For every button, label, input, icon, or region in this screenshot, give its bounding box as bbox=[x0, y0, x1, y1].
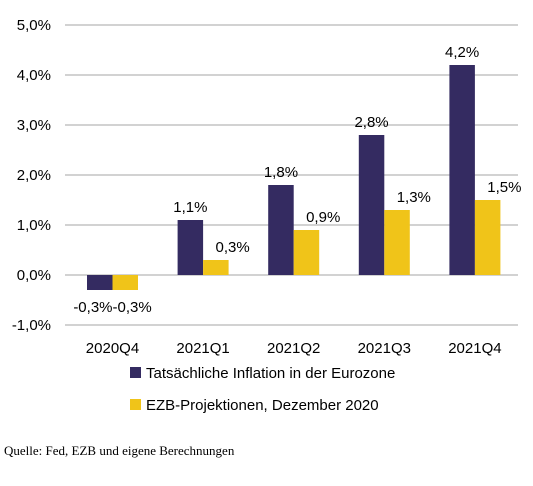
data-label: 1,8% bbox=[264, 164, 298, 181]
bar-actual-2021Q4 bbox=[449, 65, 475, 275]
bar-projection-2021Q2 bbox=[293, 230, 320, 275]
data-label: 1,1% bbox=[173, 199, 207, 216]
bar-projection-2021Q1 bbox=[203, 260, 229, 275]
legend-swatch bbox=[130, 399, 141, 410]
x-axis-categories: 2020Q4 2021Q1 2021Q2 2021Q3 2021Q4 bbox=[86, 340, 502, 357]
legend-swatch bbox=[130, 367, 141, 378]
y-tick-label: 4,0% bbox=[17, 67, 51, 84]
legend-label: EZB-Projektionen, Dezember 2020 bbox=[146, 397, 379, 414]
data-labels: -0,3% -0,3% 1,1% 0,3% 1,8% 0,9% 2,8% 1,3% 4,2% 1,… bbox=[73, 44, 521, 316]
bar-projection-2021Q4 bbox=[474, 200, 501, 275]
bars bbox=[87, 65, 501, 290]
bar-projection-2021Q3 bbox=[384, 210, 410, 275]
data-label: 0,9% bbox=[306, 209, 340, 226]
data-label: -0,3% bbox=[73, 299, 112, 316]
source-note: Quelle: Fed, EZB und eigene Berechnungen bbox=[4, 443, 235, 458]
x-category-label: 2020Q4 bbox=[86, 340, 139, 357]
data-label: 1,3% bbox=[397, 189, 431, 206]
y-tick-label: -1,0% bbox=[12, 317, 51, 334]
legend: Tatsächliche Inflation in der Eurozone EZ… bbox=[130, 365, 395, 414]
data-label: 2,8% bbox=[354, 114, 388, 131]
x-category-label: 2021Q3 bbox=[358, 340, 411, 357]
bar-actual-2021Q2 bbox=[268, 185, 294, 275]
y-tick-label: 0,0% bbox=[17, 267, 51, 284]
data-label: 0,3% bbox=[215, 239, 249, 256]
y-tick-label: 2,0% bbox=[17, 167, 51, 184]
y-tick-label: 3,0% bbox=[17, 117, 51, 134]
x-category-label: 2021Q4 bbox=[448, 340, 501, 357]
bar-projection-2020Q4 bbox=[112, 275, 138, 290]
bar-actual-2021Q1 bbox=[177, 220, 204, 275]
y-tick-label: 1,0% bbox=[17, 217, 51, 234]
data-label: 4,2% bbox=[445, 44, 479, 61]
bar-actual-2021Q3 bbox=[358, 135, 385, 275]
x-category-label: 2021Q1 bbox=[176, 340, 229, 357]
y-axis-ticks: 5,0% 4,0% 3,0% 2,0% 1,0% 0,0% -1,0% bbox=[12, 17, 51, 334]
data-label: 1,5% bbox=[487, 179, 521, 196]
x-category-label: 2021Q2 bbox=[267, 340, 320, 357]
y-tick-label: 5,0% bbox=[17, 17, 51, 34]
data-label: -0,3% bbox=[113, 299, 152, 316]
bar-actual-2020Q4 bbox=[87, 275, 113, 290]
legend-label: Tatsächliche Inflation in der Eurozone bbox=[146, 365, 395, 382]
